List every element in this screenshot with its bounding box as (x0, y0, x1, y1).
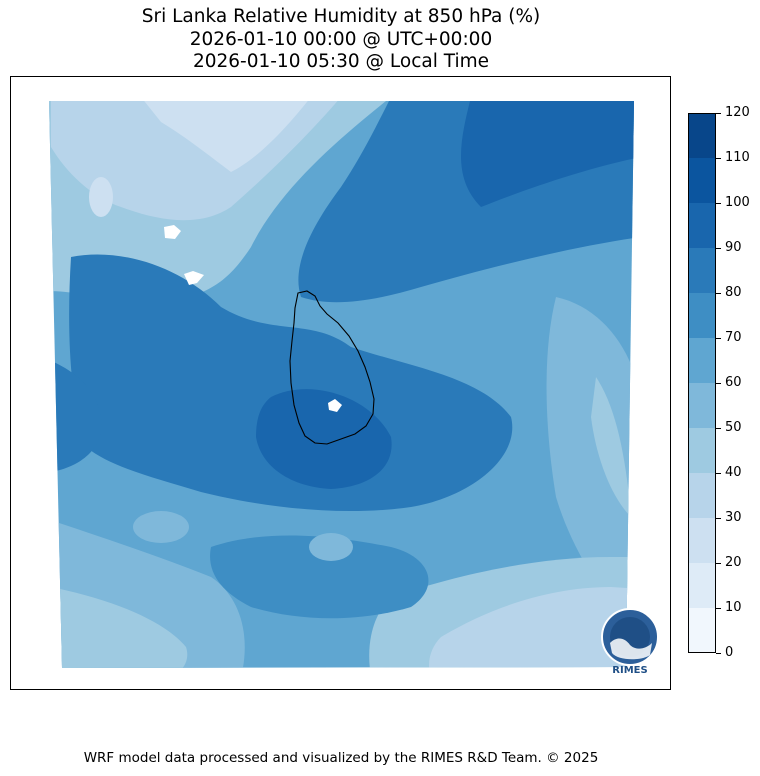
colorbar-tick-label: 30 (725, 510, 742, 525)
colorbar-tick-label: 0 (725, 645, 734, 660)
colorbar (688, 113, 716, 653)
humidity-field-map (49, 101, 634, 668)
humidity-contour-southwest-driest (49, 587, 188, 668)
colorbar-tick-mark (716, 428, 721, 429)
humidity-contour-east-dry (546, 297, 634, 637)
map-title: Sri Lanka Relative Humidity at 850 hPa (… (0, 6, 682, 74)
humidity-contour-northeast-core (461, 101, 634, 207)
humidity-contours (49, 101, 634, 668)
colorbar-tick-label: 60 (725, 375, 742, 390)
missing-data-patch (184, 271, 204, 285)
colorbar-outline (688, 113, 716, 653)
colorbar-tick-label: 10 (725, 600, 742, 615)
colorbar-segment (688, 293, 716, 338)
rimes-logo-text: RIMES (612, 665, 647, 676)
colorbar-segment (688, 158, 716, 203)
colorbar-segment (688, 608, 716, 653)
colorbar-tick-mark (716, 203, 721, 204)
missing-data-patch (328, 399, 342, 412)
colorbar-tick-mark (716, 653, 721, 654)
rimes-logo: RIMES (601, 608, 659, 676)
colorbar-tick-label: 110 (725, 150, 750, 165)
colorbar-segment (688, 563, 716, 608)
colorbar-segment (688, 113, 716, 158)
colorbar-tick-label: 80 (725, 285, 742, 300)
title-line-1: Sri Lanka Relative Humidity at 850 hPa (… (141, 6, 541, 27)
colorbar-tick-mark (716, 608, 721, 609)
colorbar-segment (688, 248, 716, 293)
colorbar-tick-mark (716, 293, 721, 294)
colorbar-tick-mark (716, 248, 721, 249)
colorbar-segment (688, 428, 716, 473)
title-line-3: 2026-01-10 05:30 @ Local Time (192, 51, 490, 72)
humidity-contour-southeast-driest (429, 587, 634, 668)
humidity-contour-south-moist (210, 535, 429, 619)
sri-lanka-coastline (289, 290, 375, 445)
colorbar-tick-label: 40 (725, 465, 742, 480)
missing-data-patch (164, 225, 181, 239)
colorbar-tick-label: 100 (725, 195, 750, 210)
colorbar-tick-mark (716, 383, 721, 384)
colorbar-tick-mark (716, 158, 721, 159)
humidity-contour-south-central-core (256, 389, 392, 489)
colorbar-tick-label: 20 (725, 555, 742, 570)
humidity-contour-east-driest (591, 377, 631, 517)
colorbar-tick-label: 70 (725, 330, 742, 345)
colorbar-tick-mark (716, 563, 721, 564)
missing-data-patches (164, 225, 342, 412)
colorbar-tick-mark (716, 338, 721, 339)
humidity-contour-dry-patch (133, 511, 189, 543)
colorbar-segment (688, 338, 716, 383)
colorbar-tick-mark (716, 473, 721, 474)
colorbar-segment (688, 203, 716, 248)
colorbar-segment (688, 518, 716, 563)
colorbar-tick-mark (716, 113, 721, 114)
colorbar-tick-label: 50 (725, 420, 742, 435)
colorbar-segment (688, 383, 716, 428)
humidity-contour-north-driest (141, 101, 311, 172)
credit-text: WRF model data processed and visualized … (83, 750, 599, 766)
humidity-contour-dry-patch (309, 533, 353, 561)
colorbar-tick-mark (716, 518, 721, 519)
colorbar-tick-label: 120 (725, 105, 750, 120)
colorbar-tick-label: 90 (725, 240, 742, 255)
humidity-contour-dry-patch (89, 177, 113, 217)
map-panel: RIMES (10, 76, 671, 690)
title-line-2: 2026-01-10 00:00 @ UTC+00:00 (189, 28, 493, 50)
colorbar-segment (688, 473, 716, 518)
